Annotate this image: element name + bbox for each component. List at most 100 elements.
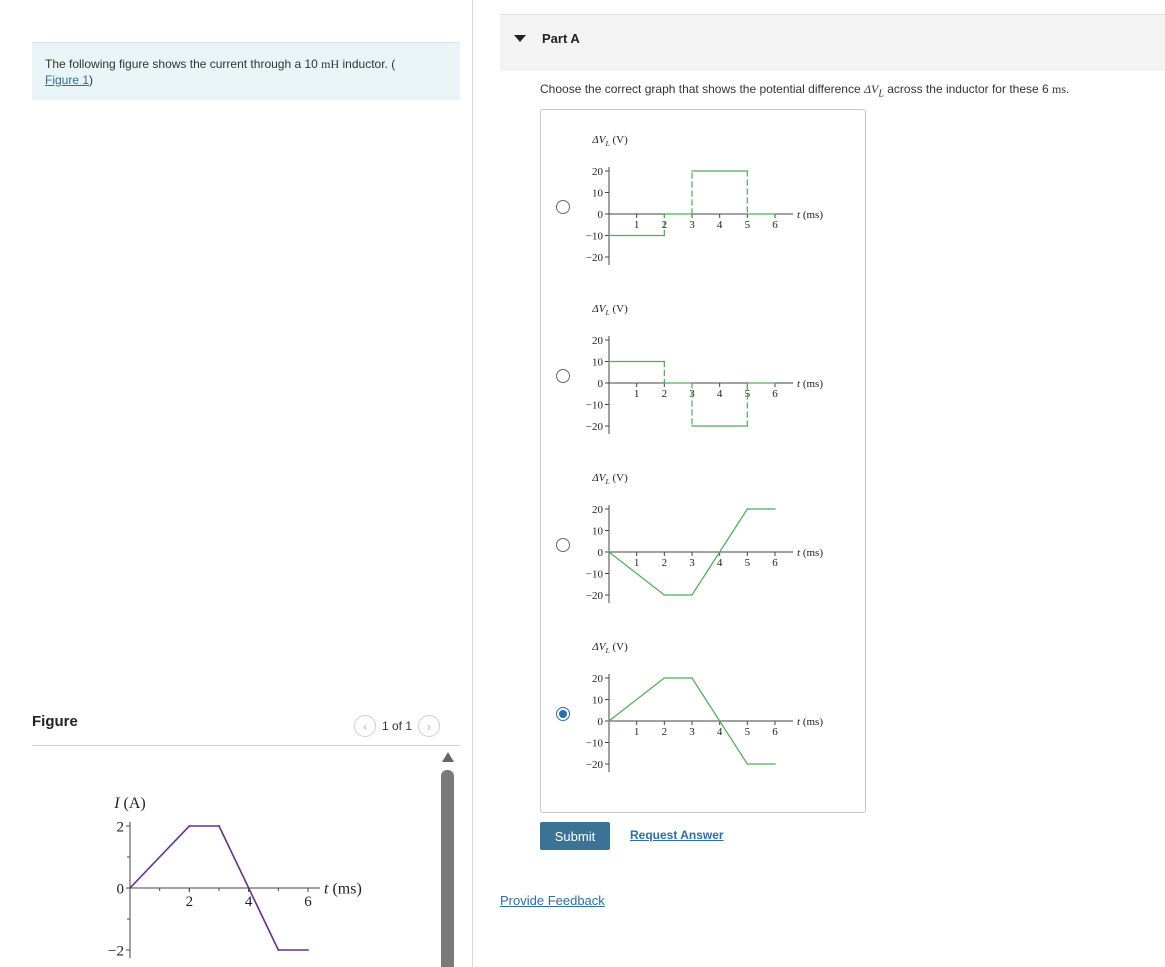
option-chart-4-x-tick-label: 1	[634, 726, 640, 738]
option-chart-1-x-axis-label: t (ms)	[797, 209, 823, 221]
pager-text: 1 of 1	[382, 719, 413, 733]
current-chart-y-tick-label: 2	[117, 819, 125, 835]
option-chart-4-x-tick-label: 5	[745, 726, 751, 738]
option-chart-3-y-tick-label: 10	[592, 525, 604, 537]
part-header[interactable]: Part A	[500, 14, 1165, 71]
scrollbar-thumb[interactable]	[441, 770, 454, 967]
question-text: Choose the correct graph that shows the …	[540, 82, 1069, 99]
current-chart-series-segment	[128, 824, 191, 890]
option-chart-1-y-tick-label: −10	[586, 230, 604, 242]
chevron-left-icon[interactable]: ‹	[354, 715, 376, 737]
current-chart-series-segment	[217, 824, 280, 952]
question-symbol: ΔVL	[863, 82, 884, 100]
pane-divider[interactable]	[472, 0, 473, 967]
intro-close: )	[89, 73, 94, 87]
option-chart-2-y-tick-label: −20	[586, 421, 604, 433]
current-chart-x-tick-label: 2	[186, 894, 194, 910]
option-chart-3-x-tick-label: 3	[689, 557, 695, 569]
scroll-up-arrow-icon[interactable]	[442, 752, 454, 762]
option-chart-1-x-tick-label: 6	[772, 219, 778, 231]
option-chart-3-x-tick-label: 4	[717, 557, 723, 569]
option-chart-2-y-tick-label: 0	[598, 378, 604, 390]
option-radio-1[interactable]	[556, 200, 570, 214]
problem-intro: The following figure shows the current t…	[32, 42, 460, 100]
option-chart-1-y-axis-label: ΔVL (V)	[591, 134, 628, 148]
caret-down-icon[interactable]	[514, 35, 526, 42]
figure-heading: Figure	[32, 713, 78, 730]
figure-link[interactable]: Figure 1	[45, 73, 90, 87]
option-chart-1-y-tick-label: 0	[598, 209, 604, 221]
option-chart-2-y-tick-label: 10	[592, 356, 604, 368]
option-chart-2-y-axis-label: ΔVL (V)	[591, 303, 628, 317]
question-before: Choose the correct graph that shows the …	[540, 82, 864, 96]
option-chart-4-x-tick-label: 4	[717, 726, 723, 738]
figure-pane: The following figure shows the current t…	[0, 0, 472, 967]
option-chart-4: 20 10 0 −10 −20 1 2 3 4 5 6 ΔVL (V) t (ms)	[586, 641, 823, 772]
option-chart-2-x-tick-label: 2	[662, 388, 668, 400]
option-chart-4-y-axis-label: ΔVL (V)	[591, 641, 628, 655]
option-radio-4[interactable]	[556, 707, 570, 721]
option-chart-3-x-tick-label: 2	[662, 557, 668, 569]
current-chart-x-tick-label: 6	[304, 894, 312, 910]
option-chart-4-y-tick-label: 10	[592, 694, 604, 706]
option-chart-4-y-tick-label: 20	[592, 673, 604, 685]
figure-divider	[32, 745, 460, 746]
submit-button[interactable]: Submit	[540, 822, 610, 850]
option-chart-3-x-axis-label: t (ms)	[797, 547, 823, 559]
option-chart-3-y-tick-label: 20	[592, 504, 604, 516]
option-chart-1-y-tick-label: −20	[586, 252, 604, 264]
intro-text: The following figure shows the current t…	[45, 57, 322, 71]
current-chart-y-axis-label: I (A)	[113, 795, 146, 812]
option-chart-3-y-axis-label: ΔVL (V)	[591, 472, 628, 486]
option-chart-3: 20 10 0 −10 −20 1 2 3 4 5 6 ΔVL (V) t (ms)	[586, 472, 823, 603]
option-chart-4-x-tick-label: 6	[772, 726, 778, 738]
provide-feedback-link[interactable]: Provide Feedback	[500, 893, 605, 908]
request-answer-link[interactable]: Request Answer	[630, 828, 724, 842]
option-chart-2-x-axis-label: t (ms)	[797, 378, 823, 390]
answer-options	[540, 109, 866, 813]
option-chart-3-series-segment	[691, 508, 749, 596]
option-chart-2-y-tick-label: 20	[592, 335, 604, 347]
chevron-right-icon[interactable]: ›	[418, 715, 441, 737]
option-radio-2[interactable]	[556, 369, 570, 383]
option-chart-3-x-tick-label: 6	[772, 557, 778, 569]
option-chart-3-y-tick-label: 0	[598, 547, 604, 559]
option-chart-1-x-tick-label: 5	[745, 219, 751, 231]
intro-text-after: inductor. (	[339, 57, 396, 71]
option-chart-1-x-tick-label: 4	[717, 219, 723, 231]
option-chart-1-y-tick-label: 20	[592, 166, 604, 178]
option-chart-2-x-tick-label: 6	[772, 388, 778, 400]
option-chart-4-series-segment	[608, 677, 666, 722]
option-chart-4-x-tick-label: 2	[662, 726, 668, 738]
current-vs-time-chart: 2 0 −2 2 4 6 I (A) t (ms)	[108, 795, 362, 959]
option-chart-1-x-tick-label: 3	[689, 219, 695, 231]
option-chart-3-y-tick-label: −20	[586, 590, 604, 602]
intro-unit: mH	[321, 57, 340, 71]
option-chart-4-y-tick-label: 0	[598, 716, 604, 728]
current-chart-y-tick-label: −2	[108, 943, 124, 959]
option-chart-4-y-tick-label: −10	[586, 737, 604, 749]
option-chart-4-x-tick-label: 3	[689, 726, 695, 738]
current-chart-x-tick-label: 4	[245, 894, 253, 910]
option-chart-3-y-tick-label: −10	[586, 568, 604, 580]
figure-pager: ‹ 1 of 1 ›	[354, 713, 441, 739]
option-chart-4-series-segment	[691, 677, 749, 765]
current-chart-x-axis-label: t (ms)	[324, 881, 362, 898]
question-mid: across the inductor for these 6	[883, 82, 1053, 96]
option-chart-2-y-tick-label: −10	[586, 399, 604, 411]
question-unit: ms	[1052, 82, 1067, 96]
current-chart-y-tick-label: 0	[117, 881, 125, 897]
option-radio-3[interactable]	[556, 538, 570, 552]
option-chart-4-y-tick-label: −20	[586, 759, 604, 771]
option-chart-1-y-tick-label: 10	[592, 187, 604, 199]
option-chart-2-x-tick-label: 1	[634, 388, 640, 400]
part-title: Part A	[542, 31, 580, 46]
option-chart-3-x-tick-label: 5	[745, 557, 751, 569]
option-chart-3-x-tick-label: 1	[634, 557, 640, 569]
option-chart-2-x-tick-label: 4	[717, 388, 723, 400]
option-chart-4-x-axis-label: t (ms)	[797, 716, 823, 728]
option-chart-3-series-segment	[608, 551, 666, 596]
question-end: .	[1066, 82, 1070, 96]
